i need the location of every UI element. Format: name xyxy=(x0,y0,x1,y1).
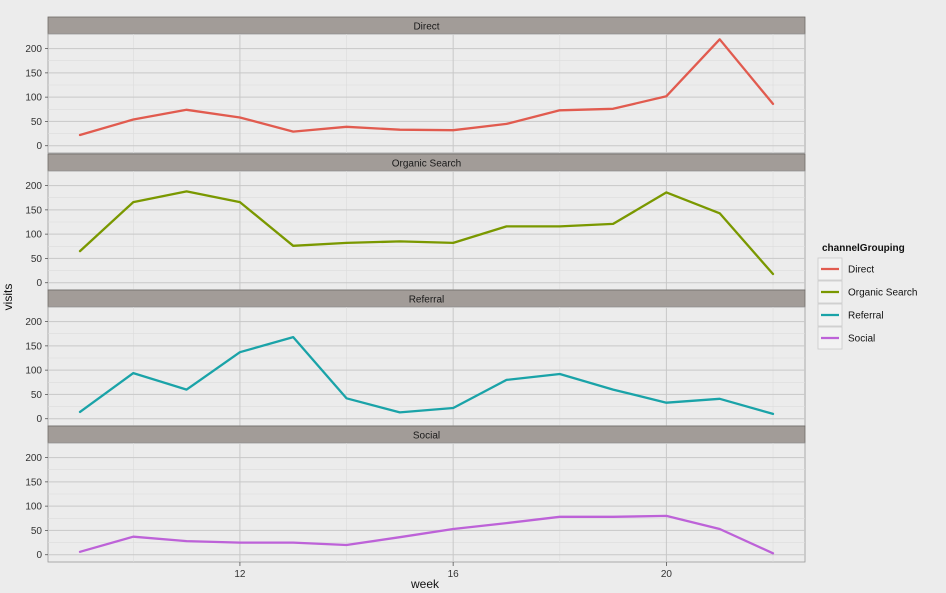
y-tick-label: 100 xyxy=(25,93,42,104)
y-tick-label: 150 xyxy=(25,205,42,216)
x-axis-title: week xyxy=(410,577,440,591)
legend-item: Organic Search xyxy=(817,280,917,304)
facet-strip-label: Direct xyxy=(413,22,439,33)
y-tick-label: 50 xyxy=(31,117,43,128)
facet-strip-label: Social xyxy=(413,431,440,442)
y-tick-label: 100 xyxy=(25,230,42,241)
facet-strip-label: Referral xyxy=(409,295,445,306)
y-tick-label: 200 xyxy=(25,317,42,328)
y-tick-label: 100 xyxy=(25,366,42,377)
panel-background xyxy=(47,442,806,563)
facet-panel: Organic Search 0 50 100 150 200 xyxy=(25,153,806,291)
y-tick-label: 0 xyxy=(36,414,42,425)
legend-item: Referral xyxy=(817,303,884,327)
legend-title: channelGrouping xyxy=(822,243,905,254)
x-tick-label: 16 xyxy=(448,569,460,580)
facet-panel: Referral 0 50 100 150 200 xyxy=(25,289,806,427)
legend: channelGrouping Direct Organic Search Refe… xyxy=(817,243,917,350)
y-tick-label: 0 xyxy=(36,141,42,152)
y-tick-label: 200 xyxy=(25,44,42,55)
legend-label: Referral xyxy=(848,311,884,322)
legend-item: Direct xyxy=(817,257,874,281)
y-tick-label: 150 xyxy=(25,68,42,79)
legend-label: Direct xyxy=(848,265,874,276)
panel-background xyxy=(47,33,806,154)
series-line xyxy=(78,190,775,276)
legend-label: Organic Search xyxy=(848,288,917,299)
series-line xyxy=(78,38,775,137)
y-axis-title: visits xyxy=(1,284,15,311)
facet-panels: Direct 0 50 100 150 200 Organic Search 0 50 100 15… xyxy=(25,16,806,563)
y-tick-label: 150 xyxy=(25,341,42,352)
panel-background xyxy=(47,306,806,427)
x-tick-label: 12 xyxy=(234,569,246,580)
y-tick-label: 200 xyxy=(25,453,42,464)
facet-strip-label: Organic Search xyxy=(392,159,461,170)
y-tick-label: 200 xyxy=(25,181,42,192)
x-axis: 12 16 20 xyxy=(234,562,672,580)
legend-label: Social xyxy=(848,334,875,345)
legend-items: Direct Organic Search Referral Social xyxy=(817,257,917,350)
series-line xyxy=(78,335,775,416)
y-tick-label: 50 xyxy=(31,526,43,537)
facet-panel: Direct 0 50 100 150 200 xyxy=(25,16,806,154)
y-tick-label: 100 xyxy=(25,502,42,513)
y-tick-label: 50 xyxy=(31,390,43,401)
y-tick-label: 0 xyxy=(36,550,42,561)
panel-background xyxy=(47,170,806,291)
y-tick-label: 150 xyxy=(25,477,42,488)
x-tick-label: 20 xyxy=(661,569,673,580)
legend-item: Social xyxy=(817,326,875,350)
facet-panel: Social 0 50 100 150 200 xyxy=(25,425,806,563)
series-line xyxy=(78,514,775,555)
y-tick-label: 0 xyxy=(36,278,42,289)
y-tick-label: 50 xyxy=(31,254,43,265)
